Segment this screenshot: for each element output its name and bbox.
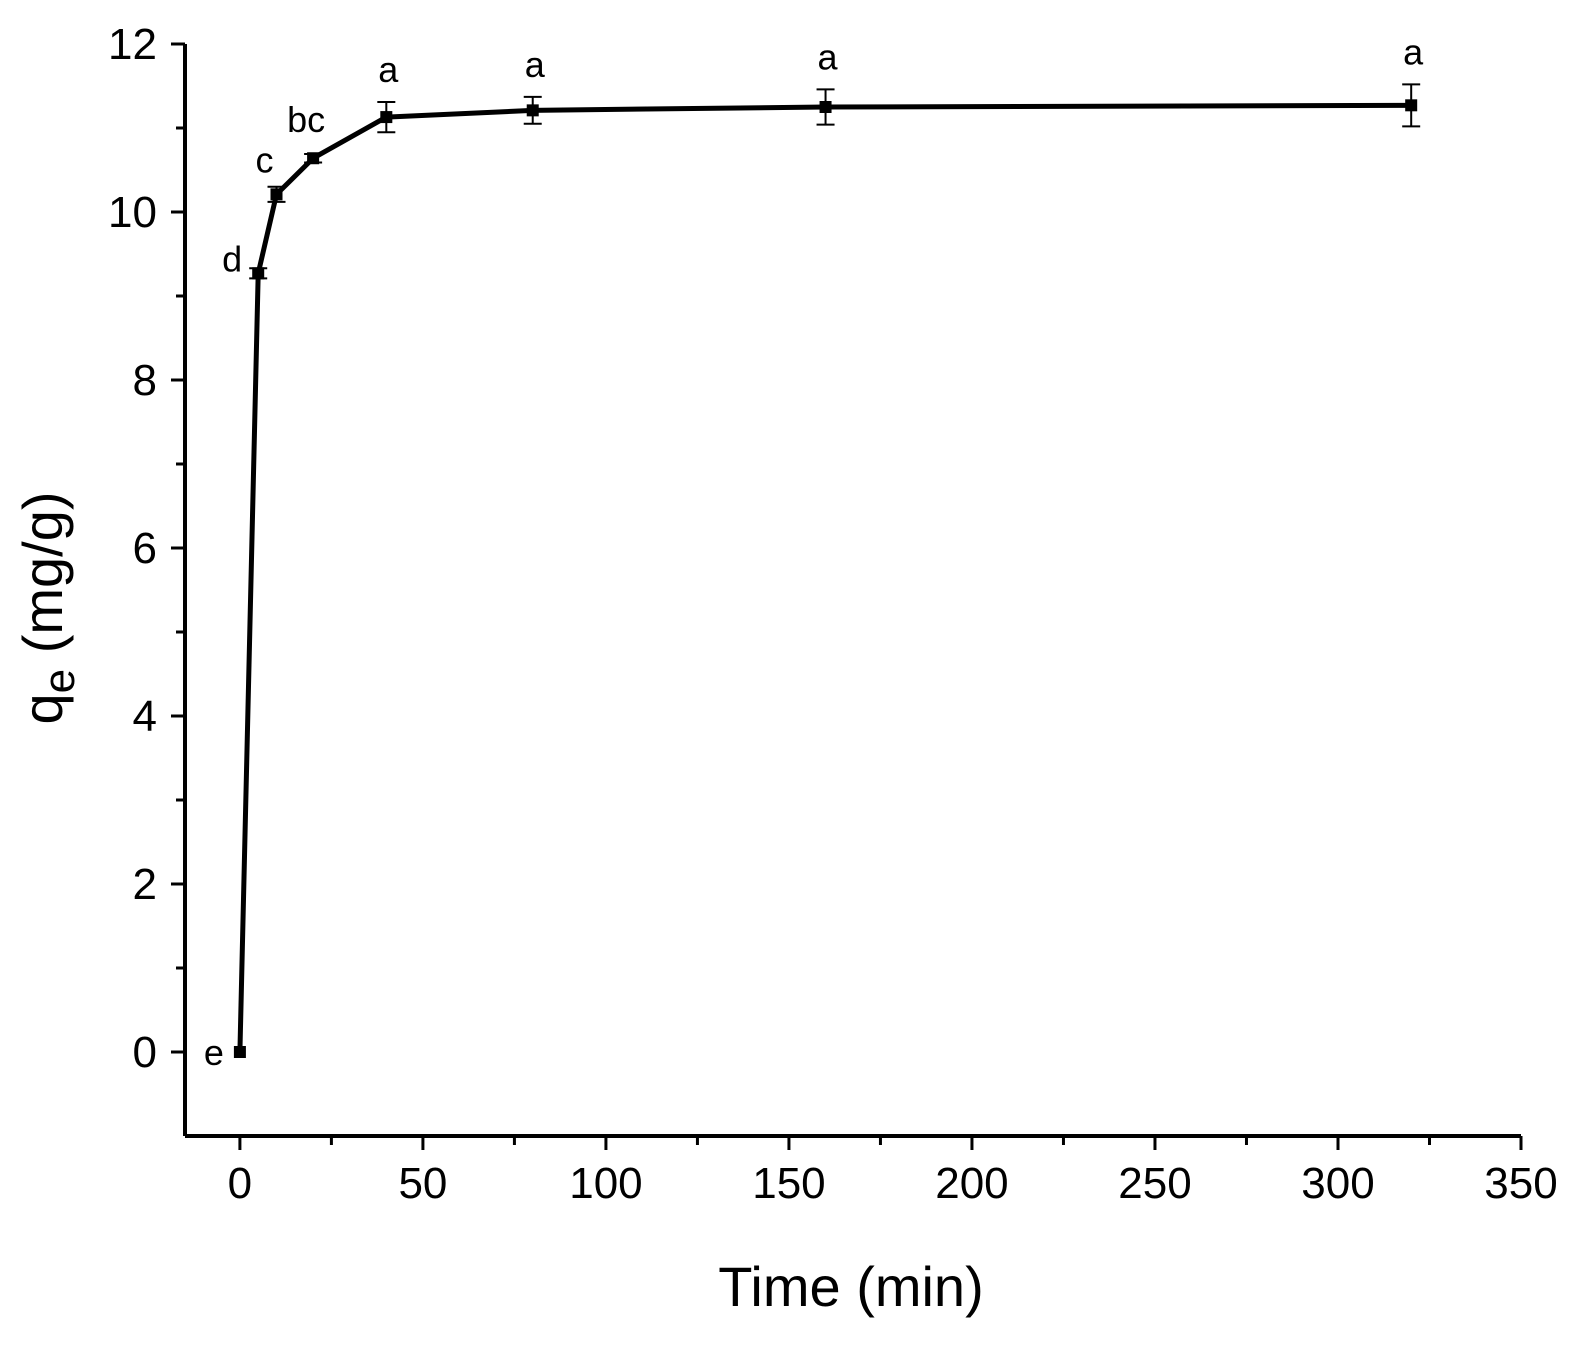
data-marker bbox=[380, 111, 393, 124]
y-tick-label: 12 bbox=[108, 20, 157, 69]
significance-label: e bbox=[204, 1032, 224, 1073]
annotations: e d cbc a a a a bbox=[204, 31, 1424, 1073]
data-marker bbox=[307, 152, 320, 165]
series-group: e d cbc a a a a bbox=[204, 31, 1424, 1073]
y-tick-label: 8 bbox=[133, 356, 157, 405]
data-marker bbox=[526, 104, 539, 117]
y-axis-title-subscript: e bbox=[35, 669, 84, 693]
x-tick-label: 50 bbox=[398, 1159, 447, 1208]
x-tick-label: 250 bbox=[1118, 1159, 1191, 1208]
x-axis-title: Time (min) bbox=[718, 1255, 983, 1318]
y-tick-label: 0 bbox=[133, 1028, 157, 1077]
markers bbox=[233, 99, 1418, 1058]
series-line bbox=[237, 102, 1412, 1053]
x-tick-label: 150 bbox=[752, 1159, 825, 1208]
x-tick-label: 200 bbox=[935, 1159, 1008, 1208]
x-tick-label: 350 bbox=[1484, 1159, 1557, 1208]
data-marker bbox=[252, 267, 265, 280]
y-ticks: 0 2 4 6 8 10 12 bbox=[108, 20, 185, 1077]
x-tick-label: 300 bbox=[1301, 1159, 1374, 1208]
significance-label: c bbox=[256, 139, 274, 180]
y-tick-label: 10 bbox=[108, 188, 157, 237]
significance-label: a bbox=[818, 36, 839, 77]
significance-label: bc bbox=[287, 99, 325, 140]
y-axis-title-unit: (mg/g) bbox=[11, 492, 74, 669]
data-marker bbox=[1405, 99, 1418, 112]
x-ticks: 0 50 100 150 200 250 300 350 bbox=[228, 1136, 1558, 1208]
significance-label: a bbox=[1403, 31, 1424, 72]
y-tick-label: 4 bbox=[133, 692, 157, 741]
significance-label: a bbox=[525, 44, 546, 85]
y-tick-label: 6 bbox=[133, 524, 157, 573]
y-tick-label: 2 bbox=[133, 860, 157, 909]
axes bbox=[183, 44, 1521, 1138]
data-marker bbox=[270, 188, 283, 201]
data-marker bbox=[819, 101, 832, 113]
x-tick-label: 0 bbox=[228, 1159, 252, 1208]
y-axis-title: qe (mg/g) bbox=[11, 492, 84, 725]
y-axis-title-main: q bbox=[11, 693, 74, 724]
significance-label: a bbox=[378, 49, 399, 90]
significance-label: d bbox=[222, 238, 242, 279]
data-marker bbox=[233, 1046, 246, 1058]
x-tick-label: 100 bbox=[569, 1159, 642, 1208]
